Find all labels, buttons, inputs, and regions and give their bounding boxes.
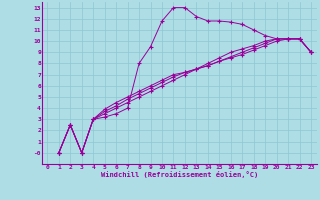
- X-axis label: Windchill (Refroidissement éolien,°C): Windchill (Refroidissement éolien,°C): [100, 171, 258, 178]
